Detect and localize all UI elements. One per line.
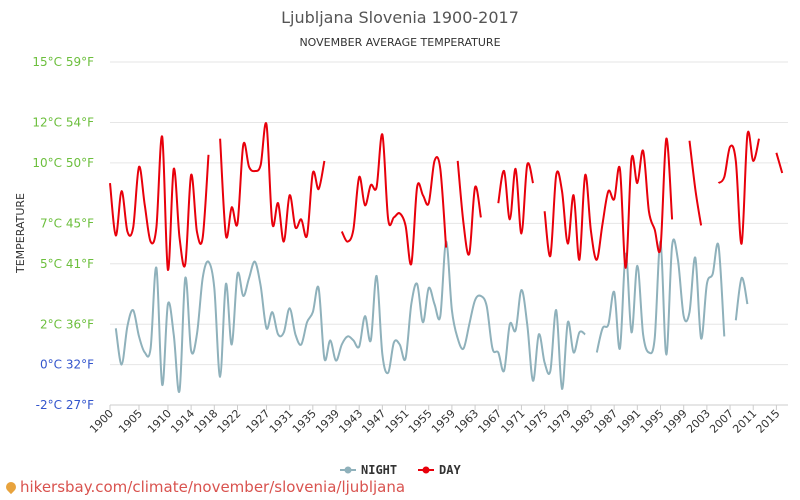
- y-axis: 15°C 59°F 12°C 54°F 10°C 50°F 7°C 45°F 5°C 4…: [32, 55, 94, 412]
- y-tick-label: 12°C 54°F: [32, 116, 94, 130]
- x-tick-label: 1995: [638, 407, 667, 436]
- x-tick-label: 1935: [290, 407, 319, 436]
- x-tick-label: 1943: [336, 407, 365, 436]
- x-tick-label: 1979: [545, 407, 574, 436]
- x-tick-label: 2015: [754, 407, 783, 436]
- x-tick-label: 1999: [661, 407, 690, 436]
- x-tick-label: 1959: [429, 407, 458, 436]
- day-line-segment: [497, 162, 534, 235]
- y-tick-label: 10°C 50°F: [32, 156, 94, 170]
- x-tick-label: 1910: [145, 407, 174, 436]
- x-tick-label: 1947: [359, 407, 388, 436]
- x-tick-label: 1918: [191, 407, 220, 436]
- x-tick-label: 1951: [383, 407, 412, 436]
- x-tick-label: 1922: [215, 407, 244, 436]
- legend-item-night[interactable]: NIGHT: [340, 463, 397, 477]
- x-tick-label: 1927: [244, 407, 273, 436]
- day-line-segment: [717, 130, 760, 245]
- x-tick-label: 2003: [684, 407, 713, 436]
- x-tick-label: 2011: [730, 407, 759, 436]
- day-line-segment: [775, 152, 784, 174]
- night-line-segment: [114, 240, 586, 393]
- night-line-segment: [734, 276, 749, 321]
- y-tick-label: 15°C 59°F: [32, 55, 94, 69]
- y-tick-label: 0°C 32°F: [40, 358, 94, 372]
- x-tick-label: 1971: [499, 407, 528, 436]
- series-lines: [109, 122, 784, 393]
- y-tick-label: 2°C 36°F: [40, 317, 94, 331]
- x-tick-label: 1975: [522, 407, 551, 436]
- chart-title: Ljubljana Slovenia 1900-2017: [281, 8, 519, 27]
- x-tick-label: 1931: [267, 407, 296, 436]
- day-series: [109, 122, 784, 271]
- x-tick-label: 1991: [614, 407, 643, 436]
- grid-lines: [110, 61, 788, 406]
- watermark-text: hikersbay.com/climate/november/slovenia/…: [20, 478, 406, 496]
- location-pin-icon: [3, 479, 19, 495]
- watermark[interactable]: hikersbay.com/climate/november/slovenia/…: [3, 478, 406, 496]
- x-tick-label: 1967: [475, 407, 504, 436]
- x-tick-label: 1963: [452, 407, 481, 436]
- legend[interactable]: NIGHT DAY: [340, 463, 461, 477]
- day-line-segment: [219, 122, 326, 243]
- y-axis-title: TEMPERATURE: [14, 193, 27, 274]
- y-tick-label: 7°C 45°F: [40, 216, 94, 230]
- x-tick-label: 2007: [707, 407, 736, 436]
- day-line-segment: [109, 135, 210, 271]
- chart-subtitle: NOVEMBER AVERAGE TEMPERATURE: [299, 36, 500, 49]
- x-tick-label: 1955: [406, 407, 435, 436]
- night-series: [114, 238, 749, 393]
- x-tick-label: 1905: [116, 407, 145, 436]
- day-line-segment: [688, 140, 703, 226]
- y-tick-label: 5°C 41°F: [40, 257, 94, 271]
- legend-item-day[interactable]: DAY: [418, 463, 461, 477]
- x-tick-label: 1983: [568, 407, 597, 436]
- day-line-segment: [340, 133, 448, 266]
- legend-marker: [344, 466, 352, 474]
- x-tick-label: 1987: [591, 407, 620, 436]
- day-line-segment: [456, 160, 482, 256]
- x-tick-label: 1939: [313, 407, 342, 436]
- day-line-segment: [543, 137, 674, 269]
- night-line-segment: [595, 238, 726, 356]
- x-tick-label: 1914: [168, 407, 197, 436]
- y-tick-label: -2°C 27°F: [36, 398, 94, 412]
- legend-marker: [422, 466, 430, 474]
- legend-label: DAY: [439, 463, 461, 477]
- legend-label: NIGHT: [361, 463, 397, 477]
